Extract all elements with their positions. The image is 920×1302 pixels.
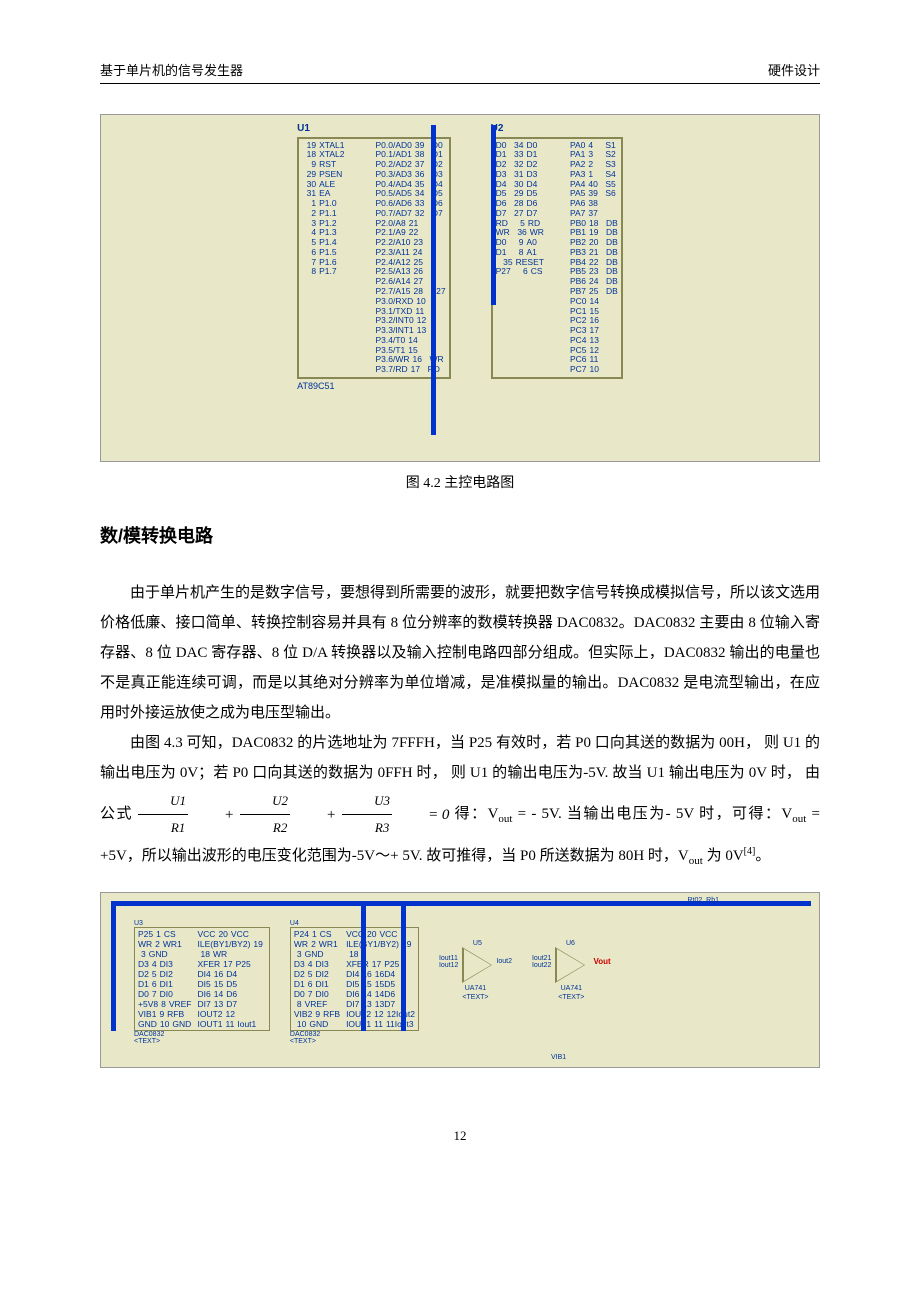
- header-right: 硬件设计: [768, 60, 820, 79]
- dac-u4: U4 P241CSWR2WR13GNDD34DI3D25DI2D16DI1D07…: [290, 920, 419, 1045]
- schematic-main: U1 19XTAL118XTAL29RST29PSEN30ALE31EA1P1.…: [100, 114, 820, 462]
- formula: U1R1 + U2R2 + U3R3 = 0: [138, 788, 449, 841]
- schematic-dac: U3 P251CSWR2WR13GNDD34DI3D25DI2D16DI1D07…: [100, 892, 820, 1068]
- section-title: 数/模转换电路: [100, 522, 820, 548]
- header-left: 基于单片机的信号发生器: [100, 60, 243, 79]
- chip-u2: U2 D034D0D133D1D232D2D331D3D430D4D529D5D…: [491, 123, 623, 391]
- opamp-u5: Iout11 Iout12 U5 Iout2 UA741 <TEXT>: [439, 940, 512, 1001]
- page-number: 12: [100, 1128, 820, 1144]
- paragraph-2: 由图 4.3 可知，DAC0832 的片选地址为 7FFFH，当 P25 有效时…: [100, 728, 820, 872]
- chip-u2-title: U2: [491, 123, 623, 135]
- opamp-u6: Iout21 Iout22 U6 Vout UA741 <TEXT>: [532, 940, 611, 1001]
- paragraph-1: 由于单片机产生的是数字信号，要想得到所需要的波形，就要把数字信号转换成模拟信号，…: [100, 578, 820, 728]
- chip-u1-title: U1: [297, 123, 450, 135]
- chip-u1-footer: AT89C51: [297, 381, 450, 391]
- caption-fig42: 图 4.2 主控电路图: [100, 472, 820, 492]
- chip-u1: U1 19XTAL118XTAL29RST29PSEN30ALE31EA1P1.…: [297, 123, 450, 391]
- dac-u3: U3 P251CSWR2WR13GNDD34DI3D25DI2D16DI1D07…: [134, 920, 270, 1045]
